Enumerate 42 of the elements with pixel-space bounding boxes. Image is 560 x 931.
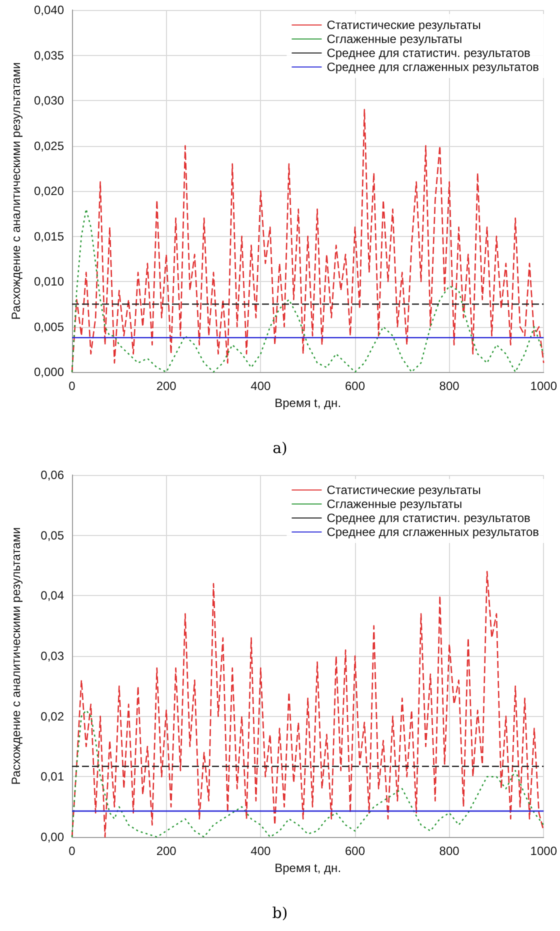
x-tick-label: 800	[439, 379, 460, 393]
y-tick-label: 0,010	[34, 274, 64, 288]
y-tick-label: 0,00	[40, 830, 64, 844]
x-tick-label: 200	[156, 844, 177, 858]
y-tick-label: 0,040	[34, 3, 64, 17]
y-axis-title: Расхождение с аналитическими результатами	[9, 527, 23, 785]
y-tick-label: 0,025	[34, 138, 64, 153]
x-tick-label: 600	[344, 379, 366, 393]
legend-label: Среднее для сглаженных результатов	[326, 525, 540, 539]
x-tick-label: 800	[439, 844, 460, 858]
x-tick-label: 1000	[530, 379, 558, 393]
legend-label: Сглаженные результаты	[326, 497, 462, 511]
y-tick-label: 0,030	[34, 94, 64, 108]
y-axis-title: Расхождение с аналитическими результатами	[9, 62, 23, 320]
x-tick-label: 1000	[530, 844, 558, 858]
y-tick-label: 0,020	[34, 184, 64, 198]
x-axis-title: Время t, дн.	[274, 860, 342, 875]
y-tick-label: 0,000	[34, 365, 64, 379]
x-tick-label: 400	[250, 379, 271, 393]
text: a)	[272, 438, 288, 459]
y-tick-label: 0,015	[34, 229, 64, 244]
y-tick-label: 0,05	[40, 528, 64, 542]
y-tick-label: 0,035	[34, 48, 64, 62]
y-tick-label: 0,04	[40, 588, 64, 603]
x-tick-label: 0	[68, 844, 76, 858]
x-tick-label: 400	[250, 844, 271, 858]
y-tick-label: 0,005	[34, 320, 64, 334]
legend-label: Статистические результаты	[326, 483, 481, 497]
y-tick-label: 0,02	[40, 709, 64, 724]
y-tick-label: 0,01	[40, 770, 64, 784]
x-tick-label: 200	[156, 379, 177, 393]
x-tick-label: 600	[344, 844, 366, 858]
legend-label: Среднее для статистич. результатов	[326, 46, 530, 60]
y-tick-label: 0,06	[40, 468, 64, 482]
y-tick-label: 0,03	[40, 649, 64, 663]
legend-label: Среднее для сглаженных результатов	[326, 60, 540, 74]
legend-label: Среднее для статистич. результатов	[326, 511, 530, 525]
x-tick-label: 0	[68, 379, 76, 393]
legend-label: Сглаженные результаты	[326, 32, 462, 46]
text: b)	[271, 903, 289, 924]
legend-label: Статистические результаты	[326, 18, 481, 32]
x-axis-title: Время t, дн.	[274, 396, 342, 410]
